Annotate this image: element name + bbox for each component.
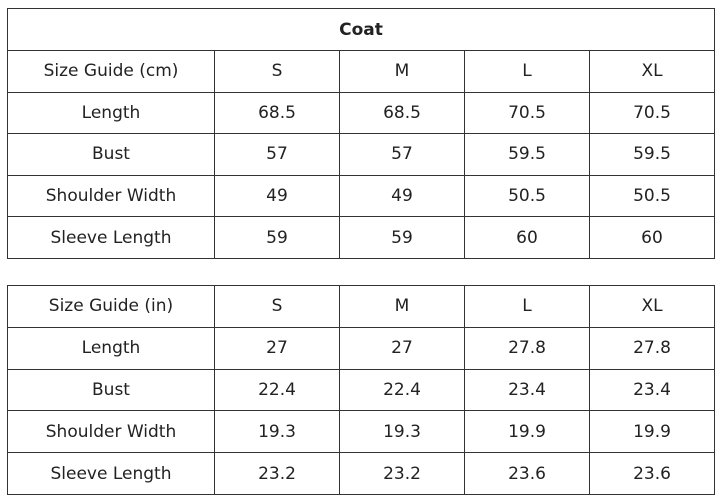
row-label: Shoulder Width	[7, 174, 215, 218]
cell: 19.9	[589, 410, 715, 454]
row-label: Length	[7, 91, 215, 135]
cell: 49	[214, 174, 340, 218]
cell: 59.5	[464, 133, 590, 176]
cell: 50.5	[464, 174, 590, 218]
cell: 60	[464, 216, 590, 259]
cell: 19.3	[214, 410, 340, 454]
size-table-in: Size Guide (in) S M L XL Length 27 27 27.8 27.8 Bu…	[7, 285, 715, 495]
cell: 70.5	[589, 91, 715, 135]
cell: 19.9	[464, 410, 590, 454]
cell: 57	[339, 133, 465, 176]
data-row: Sleeve Length 59 59 60 60	[7, 216, 715, 259]
cell: 49	[339, 174, 465, 218]
data-row: Bust 22.4 22.4 23.4 23.4	[7, 368, 715, 412]
cell: 23.4	[464, 368, 590, 412]
header-cell: M	[339, 50, 465, 93]
row-label: Shoulder Width	[7, 410, 215, 454]
cell: 22.4	[339, 368, 465, 412]
header-cell: XL	[589, 285, 715, 328]
row-label: Bust	[7, 133, 215, 176]
data-row: Length 27 27 27.8 27.8	[7, 326, 715, 370]
data-row: Length 68.5 68.5 70.5 70.5	[7, 91, 715, 135]
header-cell: Size Guide (in)	[7, 285, 215, 328]
header-cell: S	[214, 50, 340, 93]
cell: 70.5	[464, 91, 590, 135]
cell: 59	[214, 216, 340, 259]
cell: 23.4	[589, 368, 715, 412]
data-row: Shoulder Width 49 49 50.5 50.5	[7, 174, 715, 218]
cell: 23.6	[589, 452, 715, 495]
header-cell: M	[339, 285, 465, 328]
cell: 59	[339, 216, 465, 259]
data-row: Bust 57 57 59.5 59.5	[7, 133, 715, 176]
cell: 68.5	[214, 91, 340, 135]
cell: 23.2	[339, 452, 465, 495]
header-row: Size Guide (cm) S M L XL	[7, 50, 715, 93]
cell: 27	[339, 326, 465, 370]
cell: 27.8	[464, 326, 590, 370]
cell: 27	[214, 326, 340, 370]
row-label: Sleeve Length	[7, 452, 215, 495]
cell: 27.8	[589, 326, 715, 370]
cell: 60	[589, 216, 715, 259]
header-cell: S	[214, 285, 340, 328]
row-label: Length	[7, 326, 215, 370]
cell: 68.5	[339, 91, 465, 135]
cell: 23.6	[464, 452, 590, 495]
row-label: Bust	[7, 368, 215, 412]
title-row: Coat	[7, 8, 715, 51]
cell: 19.3	[339, 410, 465, 454]
header-cell: L	[464, 50, 590, 93]
header-cell: L	[464, 285, 590, 328]
cell: 59.5	[589, 133, 715, 176]
header-cell: Size Guide (cm)	[7, 50, 215, 93]
data-row: Sleeve Length 23.2 23.2 23.6 23.6	[7, 452, 715, 495]
size-table-cm: Coat Size Guide (cm) S M L XL Length 68.5 68.5 70…	[7, 8, 715, 259]
header-row: Size Guide (in) S M L XL	[7, 285, 715, 328]
cell: 22.4	[214, 368, 340, 412]
cell: 50.5	[589, 174, 715, 218]
table-title: Coat	[7, 8, 715, 51]
cell: 57	[214, 133, 340, 176]
header-cell: XL	[589, 50, 715, 93]
data-row: Shoulder Width 19.3 19.3 19.9 19.9	[7, 410, 715, 454]
row-label: Sleeve Length	[7, 216, 215, 259]
cell: 23.2	[214, 452, 340, 495]
